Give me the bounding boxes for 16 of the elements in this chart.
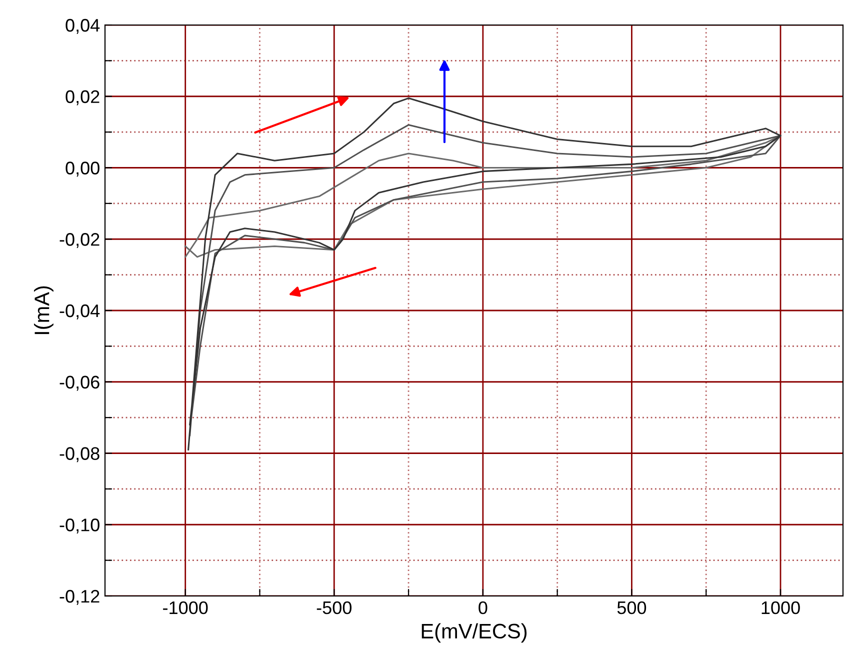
y-tick-label: -0,02 <box>60 233 100 248</box>
y-tick-label: -0,04 <box>60 304 100 320</box>
x-tick-label: -1000 <box>163 601 208 614</box>
y-axis-title: I(mA) <box>34 286 54 334</box>
y-tick-label: -0,12 <box>60 590 100 605</box>
y-tick-label: 0,00 <box>66 162 100 177</box>
x-tick-label: 0 <box>478 601 488 614</box>
x-tick-label: -500 <box>316 601 352 614</box>
x-axis-title: E(mV/ECS) <box>422 623 527 643</box>
x-tick-label: 500 <box>617 601 646 614</box>
y-tick-label: 0,04 <box>66 18 100 34</box>
y-tick-label: -0,08 <box>60 447 100 462</box>
y-tick-label: -0,10 <box>60 518 100 534</box>
y-tick-label: 0,02 <box>66 90 100 106</box>
x-tick-label: 1000 <box>762 601 800 614</box>
y-tick-label: -0,06 <box>60 376 100 391</box>
